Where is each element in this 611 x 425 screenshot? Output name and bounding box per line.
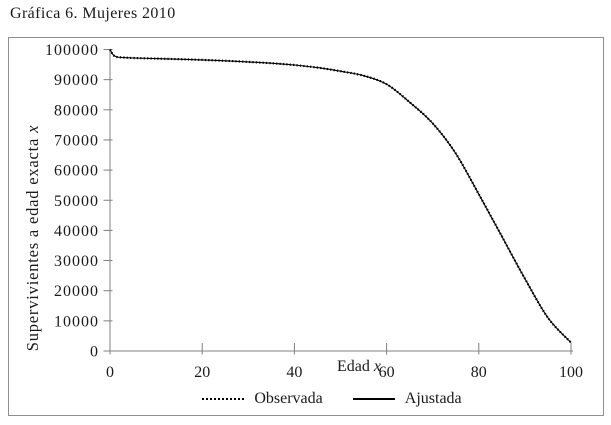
- x-tick-label: 60: [379, 364, 395, 381]
- y-tick-label: 70000: [54, 132, 99, 149]
- y-tick-label: 100000: [45, 42, 99, 59]
- x-axis-title-variable: x: [373, 358, 381, 375]
- y-tick-label: 20000: [54, 283, 99, 300]
- x-axis-title: Edad x: [337, 358, 381, 376]
- x-tick-label: 0: [106, 364, 114, 381]
- y-tick-label: 10000: [54, 313, 99, 330]
- chart-title: Gráfica 6. Mujeres 2010: [10, 5, 176, 22]
- chart-frame: 0 10000 20000 30000 40000 50000 60000 70000 8000…: [8, 37, 604, 416]
- y-tick-label: 40000: [54, 223, 99, 240]
- chart-canvas: 0 10000 20000 30000 40000 50000 60000 70000 8000…: [45, 42, 583, 381]
- y-axis-title-text: Supervivientes a edad exacta: [23, 137, 42, 352]
- legend-label-ajustada: Ajustada: [404, 390, 462, 407]
- legend: Observada Ajustada: [35, 390, 611, 408]
- y-tick-label: 50000: [54, 193, 99, 210]
- series-line-ajustada: [109, 49, 572, 343]
- y-tick-label: 80000: [54, 102, 99, 119]
- y-tick-label: 60000: [54, 163, 99, 180]
- dotted-line-swatch-icon: [202, 398, 245, 400]
- y-tick-label: 0: [90, 344, 99, 361]
- y-tick-label: 90000: [54, 72, 99, 89]
- x-tick-label: 40: [286, 364, 302, 381]
- y-axis-title-variable: x: [23, 124, 42, 133]
- series-line-observada: [109, 48, 572, 344]
- legend-item-observada: Observada: [202, 390, 323, 408]
- x-tick-label: 20: [194, 364, 210, 381]
- legend-label-observada: Observada: [254, 390, 323, 407]
- x-tick-label: 80: [471, 364, 487, 381]
- x-axis-title-text: Edad: [337, 358, 370, 375]
- y-tick-label: 30000: [54, 253, 99, 270]
- x-tick-label: 100: [559, 364, 583, 381]
- legend-item-ajustada: Ajustada: [352, 390, 462, 408]
- y-axis-title: Supervivientes a edad exacta x: [23, 93, 43, 383]
- solid-line-swatch-icon: [352, 398, 395, 400]
